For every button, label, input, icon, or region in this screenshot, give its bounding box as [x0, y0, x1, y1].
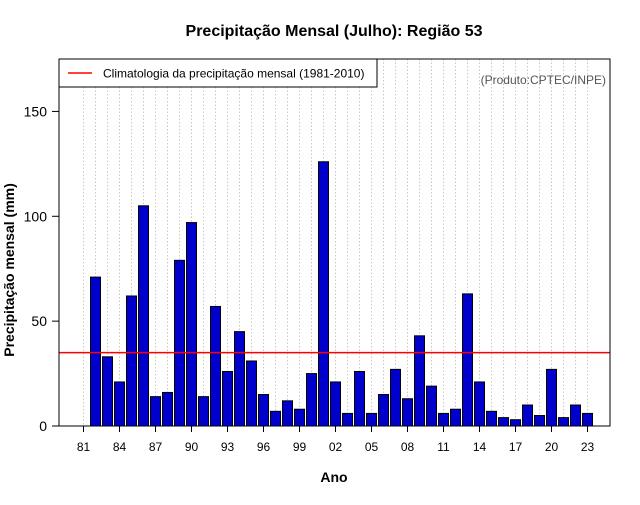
y-tick-label-0: 0 — [39, 418, 47, 434]
bar-18 — [522, 404, 533, 427]
bar-92 — [210, 305, 221, 427]
bar-99 — [294, 408, 305, 427]
x-tick-label-96: 96 — [257, 440, 271, 454]
bar-82 — [90, 276, 101, 427]
x-axis: 81 84 87 90 93 96 99 02 05 08 11 14 17 20 23 — [77, 425, 595, 454]
bar-96 — [258, 394, 269, 427]
legend-label: Climatologia da precipitação mensal (198… — [103, 67, 364, 81]
grid-lines — [83, 59, 588, 426]
bar-00 — [306, 373, 317, 427]
bar-06 — [378, 394, 389, 427]
bar-16 — [498, 417, 509, 427]
bar-14 — [474, 381, 485, 427]
chart-title: Precipitação Mensal (Julho): Região 53 — [186, 23, 483, 40]
y-tick-label-150: 150 — [24, 103, 48, 119]
bar-23 — [582, 412, 593, 427]
bar-94 — [234, 331, 245, 427]
x-tick-label-17: 17 — [509, 440, 523, 454]
x-tick-label-02: 02 — [329, 440, 343, 454]
bar-19 — [534, 415, 545, 427]
bar-84 — [114, 381, 125, 427]
bar-22 — [570, 404, 581, 427]
bar-91 — [198, 396, 209, 427]
bar-09 — [414, 335, 425, 427]
bar-05 — [366, 412, 377, 427]
bar-13 — [462, 293, 473, 427]
bar-21 — [558, 417, 569, 427]
y-tick-label-100: 100 — [24, 208, 48, 224]
bar-85 — [126, 295, 137, 427]
bars — [90, 161, 593, 427]
y-axis: 0 50 100 150 — [24, 103, 59, 434]
bar-90 — [186, 222, 197, 427]
x-tick-label-81: 81 — [77, 440, 91, 454]
x-tick-label-93: 93 — [221, 440, 235, 454]
bar-04 — [354, 370, 365, 427]
bar-97 — [270, 410, 281, 427]
x-tick-label-20: 20 — [545, 440, 559, 454]
bar-03 — [342, 412, 353, 427]
x-tick-label-87: 87 — [149, 440, 163, 454]
y-axis-label: Precipitação mensal (mm) — [1, 183, 17, 357]
bar-95 — [246, 360, 257, 427]
legend-box — [58, 58, 378, 88]
bar-11 — [438, 412, 449, 427]
x-tick-label-84: 84 — [113, 440, 127, 454]
bar-87 — [150, 396, 161, 427]
bar-10 — [426, 385, 437, 427]
bar-07 — [390, 368, 401, 427]
bar-15 — [486, 410, 497, 427]
x-tick-label-99: 99 — [293, 440, 307, 454]
bar-12 — [450, 408, 461, 427]
x-tick-label-23: 23 — [581, 440, 595, 454]
x-tick-label-90: 90 — [185, 440, 199, 454]
y-tick-label-50: 50 — [31, 313, 47, 329]
x-tick-label-11: 11 — [437, 440, 450, 454]
credit-text: (Produto:CPTEC/INPE) — [481, 73, 606, 87]
bar-93 — [222, 370, 233, 427]
bar-98 — [282, 400, 293, 427]
bar-02 — [330, 381, 341, 427]
x-tick-label-14: 14 — [473, 440, 487, 454]
bar-08 — [402, 398, 413, 427]
x-tick-label-08: 08 — [401, 440, 415, 454]
bar-88 — [162, 391, 173, 427]
legend: Climatologia da precipitação mensal (198… — [58, 58, 378, 88]
bar-83 — [102, 356, 113, 427]
bar-86 — [138, 205, 149, 427]
bar-20 — [546, 368, 557, 427]
bar-17 — [510, 419, 521, 427]
bar-89 — [174, 259, 185, 427]
x-tick-label-05: 05 — [365, 440, 379, 454]
bar-01 — [318, 161, 329, 427]
x-axis-label: Ano — [320, 469, 347, 485]
